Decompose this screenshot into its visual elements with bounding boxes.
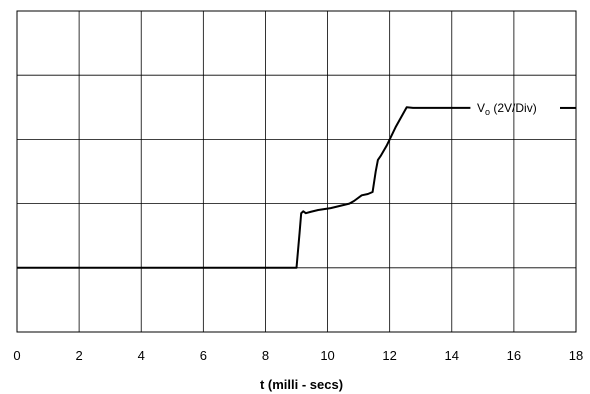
legend-label: Vo (2V/Div) — [477, 101, 537, 117]
x-tick-label: 4 — [138, 348, 145, 363]
x-tick-label: 6 — [200, 348, 207, 363]
grid — [17, 11, 576, 332]
x-tick-label: 16 — [507, 348, 521, 363]
x-tick-labels: 0 2 4 6 8 10 12 14 16 18 — [13, 348, 583, 363]
x-tick-label: 10 — [320, 348, 334, 363]
legend: Vo (2V/Div) — [477, 101, 576, 117]
legend-label-rest: (2V/Div) — [490, 101, 537, 115]
series-line — [17, 106, 471, 269]
series-group — [17, 106, 471, 269]
x-tick-label: 18 — [569, 348, 583, 363]
legend-label-main: V — [477, 101, 485, 115]
x-tick-label: 0 — [13, 348, 20, 363]
legend-label-sub: o — [485, 107, 490, 117]
plot-frame — [16, 10, 577, 333]
x-tick-label: 2 — [75, 348, 82, 363]
x-tick-label: 12 — [382, 348, 396, 363]
x-tick-label: 14 — [445, 348, 459, 363]
x-axis-label: t (milli - secs) — [260, 377, 343, 392]
x-tick-label: 8 — [262, 348, 269, 363]
